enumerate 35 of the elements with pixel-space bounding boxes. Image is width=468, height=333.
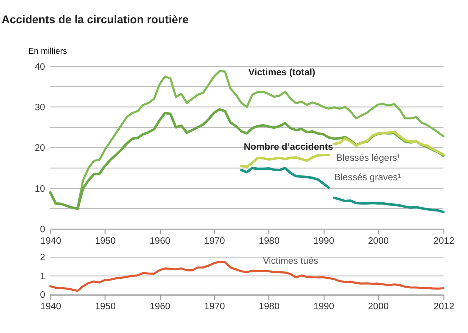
series-label: Victimes (total) <box>248 67 316 78</box>
series-label: Nombre d’accidents <box>244 142 334 152</box>
x-tick-label: 1960 <box>150 236 171 246</box>
y-axis-title: En milliers <box>28 46 68 56</box>
x-tick-label: 2012 <box>434 301 455 312</box>
x-tick-label: 2012 <box>434 236 455 246</box>
x-tick-label: 1960 <box>150 301 171 312</box>
series-label: Blessés légers¹ <box>336 152 400 163</box>
x-tick-label: 2000 <box>368 301 390 312</box>
y-tick-label: 30 <box>34 102 46 112</box>
y-tick-label: 10 <box>34 184 46 194</box>
y-tick-label: 0 <box>40 290 46 300</box>
x-tick-label: 1950 <box>95 236 116 246</box>
line-series <box>333 196 445 214</box>
chart-title: Accidents de la circulation routière <box>2 14 189 26</box>
x-tick-label: 1980 <box>259 301 280 312</box>
series-label: Victimes tués <box>263 256 319 266</box>
x-tick-label: 1940 <box>40 301 62 312</box>
y-tick-label: 40 <box>34 62 46 72</box>
line-series <box>49 108 445 210</box>
x-tick-label: 1990 <box>314 236 334 246</box>
x-tick-label: 2000 <box>368 236 390 246</box>
y-tick-label: 20 <box>34 143 46 154</box>
y-tick-label: 2 <box>40 252 46 263</box>
x-tick-label: 1970 <box>204 236 226 246</box>
line-series <box>240 154 330 168</box>
series-label: Blessés graves¹ <box>334 172 402 182</box>
x-tick-label: 1940 <box>40 236 62 246</box>
x-tick-label: 1970 <box>204 301 226 312</box>
y-tick-label: 0 <box>40 224 46 235</box>
x-tick-label: 1980 <box>259 236 280 246</box>
y-tick-label: 1 <box>40 271 46 282</box>
line-series <box>240 167 330 190</box>
x-tick-label: 1990 <box>314 301 334 312</box>
x-tick-label: 1950 <box>95 301 116 312</box>
